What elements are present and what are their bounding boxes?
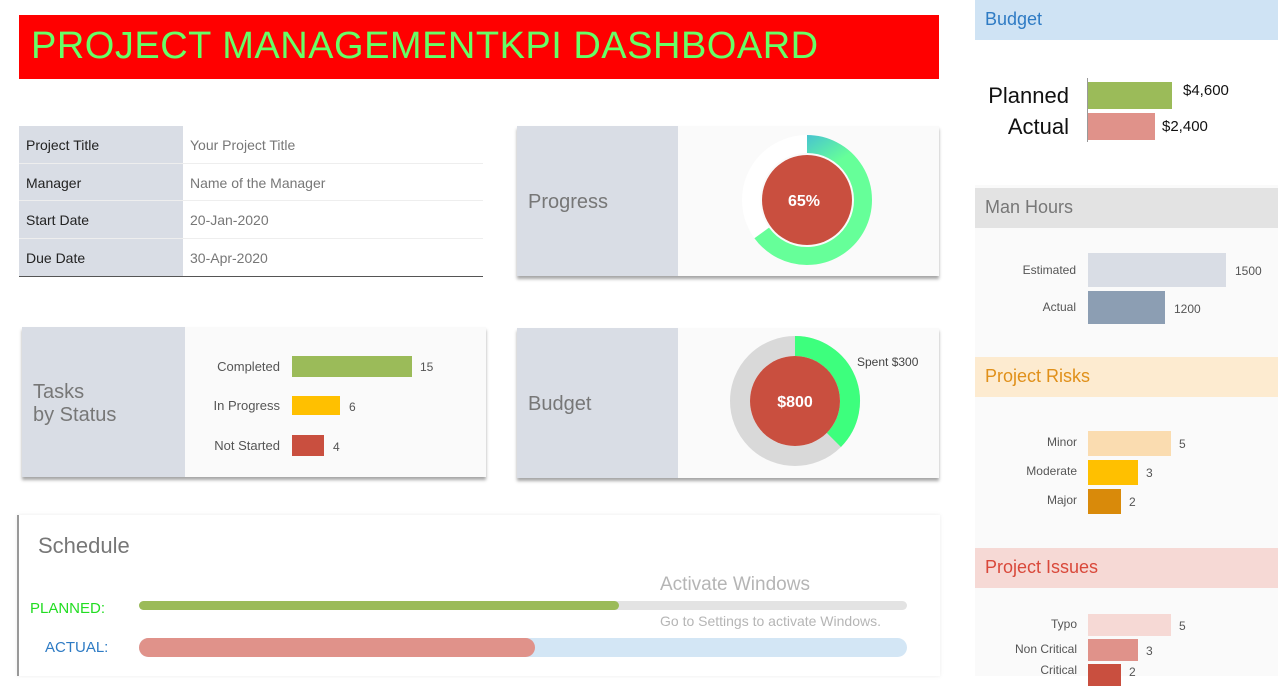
issue-label: Critical (1040, 663, 1077, 677)
task-value: 15 (420, 360, 434, 374)
progress-card: Progress 65% (517, 126, 939, 276)
man-hours-value: 1200 (1174, 302, 1201, 316)
risk-bar-major (1088, 489, 1121, 514)
progress-center (762, 155, 852, 245)
man-hours-title: Man Hours (975, 188, 1278, 228)
issue-value: 2 (1129, 665, 1136, 679)
risk-bar-moderate (1088, 460, 1138, 485)
info-row: Manager Name of the Manager (19, 163, 483, 201)
info-row: Project Title Your Project Title (19, 126, 483, 164)
issue-bar-non-critical (1088, 639, 1138, 661)
schedule-title: Schedule (38, 533, 130, 558)
issue-value: 3 (1146, 644, 1153, 658)
actual-label: ACTUAL: (45, 639, 109, 656)
budget-donut: $800 (730, 336, 860, 466)
risk-label: Moderate (1026, 464, 1077, 478)
dashboard-title: PROJECT MANAGEMENTKPI DASHBOARD (19, 15, 939, 79)
planned-budget-bar (1088, 82, 1172, 109)
info-row: Start Date 20-Jan-2020 (19, 201, 483, 239)
schedule-panel: Schedule PLANNED: ACTUAL: (17, 515, 940, 676)
actual-track (139, 638, 907, 657)
budget-spent-arc (794, 336, 860, 447)
info-value[interactable]: Your Project Title (190, 137, 296, 153)
budget-label: Budget (517, 328, 678, 478)
planned-budget-label: Planned (988, 83, 1069, 108)
progress-arc (754, 135, 872, 265)
tasks-label-1: Tasks (33, 381, 85, 403)
estimated-hours-bar (1088, 253, 1226, 287)
right-budget-panel (975, 40, 1278, 185)
issue-bar-critical (1088, 664, 1121, 686)
progress-donut: 65% (742, 135, 872, 265)
info-value[interactable]: 20-Jan-2020 (190, 212, 269, 228)
task-value: 4 (333, 440, 340, 454)
info-value[interactable]: Name of the Manager (190, 174, 326, 191)
info-value[interactable]: 30-Apr-2020 (190, 249, 268, 266)
planned-fill (139, 601, 619, 610)
project-risks-title: Project Risks (975, 357, 1278, 397)
budget-total: $800 (777, 394, 813, 411)
task-bar-completed (292, 356, 412, 377)
project-info-table: Project Title Your Project Title Manager N… (19, 126, 483, 277)
actual-fill (139, 638, 535, 657)
actual-hours-bar (1088, 291, 1165, 324)
task-bar-not-started (292, 435, 324, 456)
project-issues-title: Project Issues (975, 548, 1278, 588)
risk-value: 2 (1129, 495, 1136, 509)
tasks-card: Tasks by Status Completed 15 In Progress … (22, 327, 486, 477)
task-label: In Progress (213, 398, 280, 413)
info-row: Due Date 30-Apr-2020 (19, 238, 483, 276)
progress-value: 65% (788, 193, 820, 210)
man-hours-label: Estimated (1022, 263, 1076, 277)
man-hours-label: Actual (1042, 300, 1076, 314)
planned-track (139, 601, 907, 610)
issue-bar-typo (1088, 614, 1171, 636)
budget-card: Budget $800 Spent $300 (517, 328, 939, 478)
risk-label: Major (1046, 493, 1077, 507)
risk-value: 5 (1179, 437, 1186, 451)
activate-windows-watermark: Activate Windows (660, 574, 810, 595)
spent-label: Spent (857, 355, 889, 369)
tasks-label: Tasks by Status (22, 327, 185, 477)
man-hours-value: 1500 (1235, 264, 1262, 278)
issue-label: Non Critical (1014, 642, 1077, 656)
risk-value: 3 (1146, 466, 1153, 480)
right-budget-title: Budget (975, 0, 1278, 40)
info-key: Due Date (19, 238, 183, 276)
axis-line (1087, 78, 1088, 142)
task-bar-in-progress (292, 396, 340, 415)
spent-value: $300 (891, 355, 919, 369)
task-value: 6 (349, 400, 356, 414)
actual-budget-value: $2,400 (1162, 118, 1208, 135)
task-label: Completed (217, 359, 280, 374)
info-key: Start Date (19, 201, 183, 238)
info-key: Project Title (19, 126, 183, 163)
activate-windows-subtext: Go to Settings to activate Windows. (660, 613, 881, 629)
issue-label: Typo (1050, 617, 1077, 631)
budget-center (750, 356, 840, 446)
info-key: Manager (19, 163, 183, 200)
risk-label: Minor (1046, 435, 1077, 449)
progress-label: Progress (517, 126, 678, 276)
actual-budget-label: Actual (1007, 114, 1069, 139)
risk-bar-minor (1088, 431, 1171, 456)
issue-value: 5 (1179, 619, 1186, 633)
task-label: Not Started (214, 438, 280, 453)
planned-label: PLANNED: (30, 600, 106, 617)
planned-budget-value: $4,600 (1183, 82, 1229, 99)
tasks-label-2: by Status (33, 404, 117, 426)
actual-budget-bar (1088, 113, 1155, 140)
